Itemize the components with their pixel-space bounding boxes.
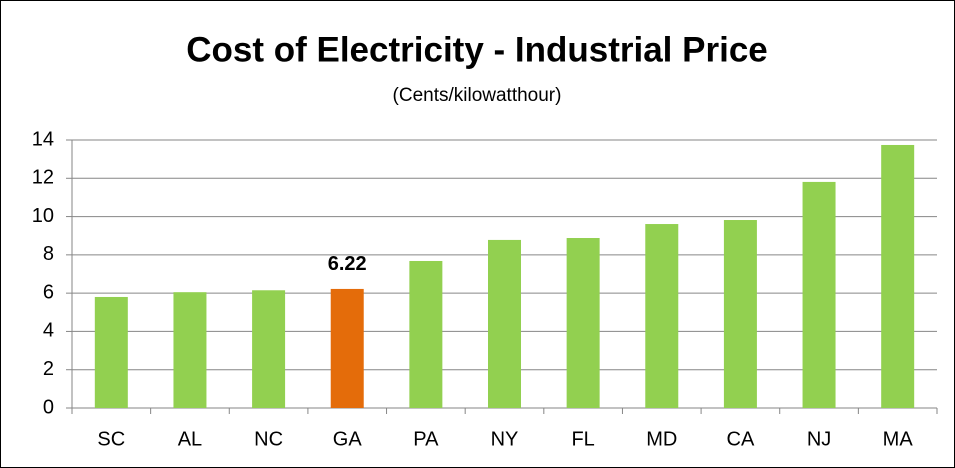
- x-tick-label: FL: [571, 428, 594, 450]
- bar: [252, 290, 286, 408]
- x-tick-label: NY: [491, 428, 519, 450]
- bar: [881, 144, 915, 408]
- x-tick-label: AL: [178, 428, 202, 450]
- y-tick-label: 12: [32, 167, 54, 189]
- chart-subtitle: (Cents/kilowatthour): [393, 85, 562, 106]
- x-tick-label: SC: [97, 428, 125, 450]
- bar: [94, 296, 128, 408]
- x-tick-label: CA: [727, 428, 755, 450]
- x-tick-label: MD: [646, 428, 677, 450]
- bar: [173, 292, 207, 408]
- bar: [488, 239, 521, 408]
- bar: [645, 224, 679, 408]
- y-tick-label: 14: [32, 128, 54, 150]
- x-tick-label: GA: [333, 428, 363, 450]
- data-label: 6.22: [328, 253, 367, 275]
- bar: [723, 220, 757, 408]
- y-tick-label: 2: [43, 358, 54, 380]
- x-tick-label: NC: [254, 428, 283, 450]
- y-tick-label: 10: [32, 205, 54, 227]
- bar: [802, 181, 836, 408]
- y-tick-label: 6: [43, 281, 54, 303]
- y-tick-label: 0: [43, 396, 54, 418]
- y-tick-label: 4: [43, 320, 54, 342]
- chart-title: Cost of Electricity - Industrial Price: [186, 30, 768, 69]
- bar: [330, 288, 364, 408]
- x-tick-label: PA: [413, 428, 439, 450]
- x-tick-label: MA: [883, 428, 914, 450]
- bar: [566, 238, 600, 408]
- x-tick-label: NJ: [807, 428, 831, 450]
- y-tick-label: 8: [43, 243, 54, 265]
- bar: [409, 260, 443, 408]
